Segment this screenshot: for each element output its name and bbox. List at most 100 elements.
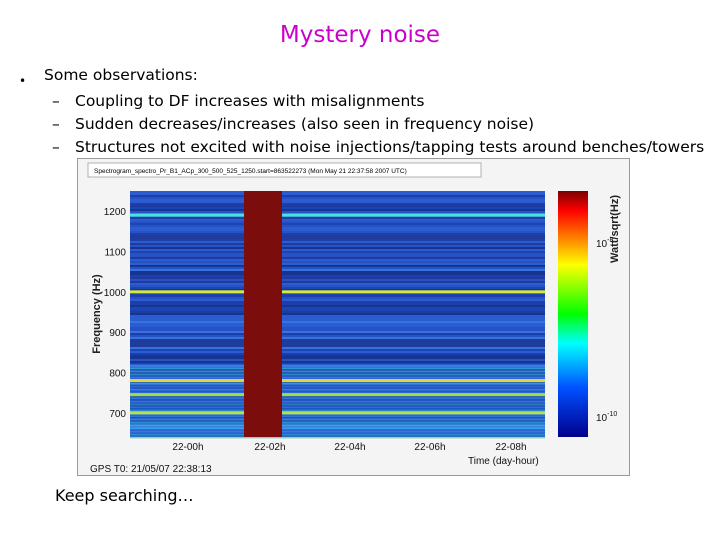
spectrogram-row (130, 339, 545, 341)
spectrogram-row (130, 375, 545, 377)
spectrogram-row (130, 409, 545, 412)
spectrogram-row (130, 273, 545, 275)
spectrogram-row (130, 313, 545, 315)
spectrogram-row (130, 429, 545, 431)
spectrogram-row (130, 311, 545, 313)
spectral-line (130, 290, 545, 294)
spectrogram-row (130, 423, 545, 425)
spectrogram-row (130, 243, 545, 245)
spectrogram-row (130, 249, 545, 251)
spectrogram-row (130, 345, 545, 347)
y-axis-label: Frequency (Hz) (91, 274, 103, 354)
spectrogram-row (130, 367, 545, 370)
y-tick-label: 800 (109, 368, 126, 379)
dash-marker: – (52, 138, 60, 156)
spectrogram-row (130, 283, 545, 285)
spectrogram-row (130, 239, 545, 241)
spectrogram-row (130, 433, 545, 436)
spectrogram-row (130, 263, 545, 265)
spectrogram-row (130, 430, 545, 433)
plot-title: Spectrogram_spectro_Pr_B1_ACp_300_500_52… (94, 168, 407, 175)
spectrogram-row (130, 405, 545, 407)
spectrogram-row (130, 279, 545, 281)
spectrogram-row (130, 203, 545, 205)
y-tick-label: 700 (109, 409, 126, 420)
x-ticks: 22-00h 22-02h 22-04h 22-06h 22-08h (172, 442, 526, 453)
spectrogram-row (130, 387, 545, 389)
spectrogram-row (130, 406, 545, 409)
spectrogram-row (130, 341, 545, 343)
spectrogram-row (130, 289, 545, 291)
spectrogram-row (130, 400, 545, 403)
spectrogram-row (130, 397, 545, 400)
data-gap-band (244, 191, 282, 437)
x-tick-label: 22-02h (254, 442, 285, 453)
spectrogram-row (130, 343, 545, 345)
spectrogram-row (130, 267, 545, 269)
spectrogram-row (130, 307, 545, 309)
spectrogram-row (130, 245, 545, 247)
spectrogram-row (130, 303, 545, 305)
spectral-line (130, 213, 545, 217)
spectrogram-row (130, 297, 545, 299)
spectrogram-row (130, 199, 545, 201)
spectrogram-row (130, 225, 545, 227)
spectrogram-row (130, 315, 545, 317)
spectrogram-row (130, 293, 545, 295)
observation-item: – Coupling to DF increases with misalignm… (52, 92, 424, 110)
spectrogram-row (130, 207, 545, 209)
spectrogram-row (130, 259, 545, 261)
spectrogram-row (130, 349, 545, 351)
spectrogram-row (130, 309, 545, 311)
spectrogram-row (130, 370, 545, 373)
spectrogram-row (130, 357, 545, 359)
spectrogram-row (130, 251, 545, 253)
spectrogram-row (130, 265, 545, 267)
spectral-line (130, 393, 545, 397)
spectrogram-row (130, 369, 545, 371)
spectrogram-row (130, 399, 545, 401)
spectrogram-figure: Spectrogram_spectro_Pr_B1_ACp_300_500_52… (77, 158, 630, 476)
spectrogram-row (130, 359, 545, 361)
spectrogram-row (130, 361, 545, 363)
spectrogram-row (130, 233, 545, 235)
spectrogram-row (130, 269, 545, 271)
observations-label: Some observations: (44, 66, 198, 84)
spectrogram-row (130, 417, 545, 419)
spectrogram-row (130, 247, 545, 249)
spectrogram-row (130, 193, 545, 195)
spectrogram-row (130, 295, 545, 297)
spectrogram-row (130, 424, 545, 427)
spectrogram-row (130, 261, 545, 263)
gps-t0-label: GPS T0: 21/05/07 22:38:13 (90, 464, 212, 475)
spectrogram-row (130, 353, 545, 355)
spectrogram-row (130, 195, 545, 197)
spectrogram-row (130, 209, 545, 211)
spectrogram-row (130, 285, 545, 287)
spectrogram-row (130, 319, 545, 321)
spectrogram-row (130, 227, 545, 229)
x-axis-label: Time (day-hour) (468, 456, 539, 467)
spectrogram-row (130, 363, 545, 365)
spectrogram-row (130, 281, 545, 283)
spectrogram-row (130, 305, 545, 307)
spectrogram-row (130, 364, 545, 367)
spectrogram-row (130, 335, 545, 337)
spectrogram-row (130, 191, 545, 193)
spectral-line (130, 379, 545, 383)
observation-item: – Structures not excited with noise injec… (52, 138, 704, 156)
observation-item: – Sudden decreases/increases (also seen i… (52, 115, 534, 133)
observation-text: Coupling to DF increases with misalignme… (75, 92, 425, 110)
colorbar (558, 191, 588, 437)
spectrogram-row (130, 376, 545, 379)
spectrogram-row (130, 275, 545, 277)
spectrogram-svg: Spectrogram_spectro_Pr_B1_ACp_300_500_52… (87, 162, 621, 475)
spectrogram-row (130, 299, 545, 301)
spectrogram-row (130, 235, 545, 237)
spectrogram-row (130, 255, 545, 257)
spectrogram-row (130, 217, 545, 219)
spectrogram-row (130, 436, 545, 439)
spectrogram-row (130, 317, 545, 319)
x-tick-label: 22-00h (172, 442, 203, 453)
spectrogram-row (130, 327, 545, 329)
